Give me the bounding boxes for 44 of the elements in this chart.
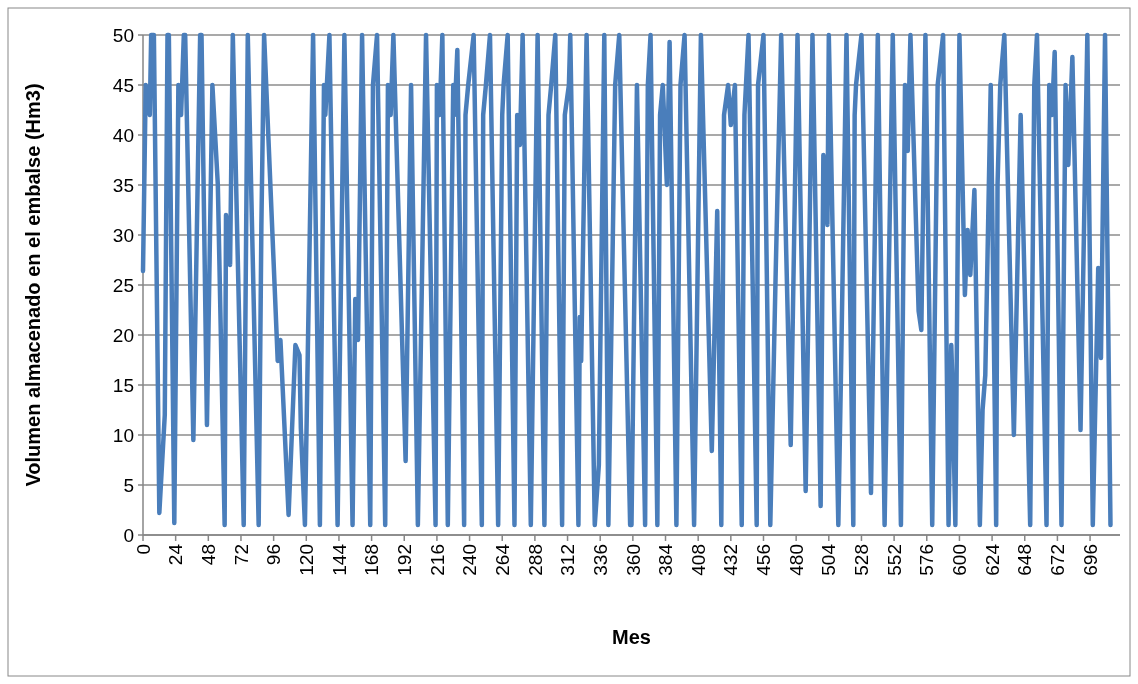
x-tick-label: 96 <box>263 544 285 566</box>
y-tick-label: 10 <box>112 424 134 446</box>
y-tick-label: 35 <box>112 174 134 196</box>
x-tick-label: 288 <box>524 544 546 576</box>
x-tick-label: 432 <box>720 544 742 576</box>
y-axis-title: Volumen almacenado en el embalse (Hm3) <box>22 83 44 487</box>
x-tick-label: 600 <box>949 544 971 576</box>
x-tick-label: 336 <box>589 544 611 576</box>
x-tick-label: 528 <box>851 544 873 576</box>
x-tick-label: 576 <box>916 544 938 576</box>
x-tick-label: 624 <box>981 543 1003 576</box>
x-tick-label: 456 <box>753 544 775 576</box>
x-tick-label: 648 <box>1014 544 1036 576</box>
x-tick-label: 0 <box>132 544 154 555</box>
x-tick-label: 72 <box>230 544 252 566</box>
x-tick-label: 120 <box>295 544 317 576</box>
y-tick-label: 50 <box>112 24 134 46</box>
x-tick-label: 216 <box>426 544 448 576</box>
y-tick-label: 25 <box>112 274 134 296</box>
x-tick-label: 48 <box>197 544 219 566</box>
x-tick-label: 696 <box>1079 544 1101 576</box>
x-tick-label: 240 <box>459 544 481 576</box>
y-tick-label: 30 <box>112 224 134 246</box>
x-tick-label: 192 <box>393 544 415 576</box>
x-tick-label: 384 <box>655 543 677 576</box>
y-tick-label: 0 <box>123 524 134 546</box>
x-tick-label: 552 <box>883 544 905 576</box>
x-tick-label: 504 <box>818 543 840 576</box>
x-tick-label: 264 <box>491 543 513 576</box>
x-tick-label: 408 <box>687 544 709 576</box>
x-tick-label: 312 <box>557 544 579 576</box>
y-tick-label: 45 <box>112 74 134 96</box>
x-tick-label: 360 <box>622 544 644 576</box>
x-tick-label: 168 <box>361 544 383 576</box>
y-tick-label: 20 <box>112 324 134 346</box>
x-tick-label: 144 <box>328 543 350 576</box>
y-tick-label: 40 <box>112 124 134 146</box>
y-tick-label: 5 <box>123 474 134 496</box>
x-tick-label: 24 <box>165 543 187 566</box>
y-tick-label: 15 <box>112 374 134 396</box>
x-tick-label: 480 <box>785 544 807 576</box>
x-axis-title: Mes <box>612 626 651 648</box>
x-tick-label: 672 <box>1047 544 1069 576</box>
line-series <box>140 32 1113 528</box>
